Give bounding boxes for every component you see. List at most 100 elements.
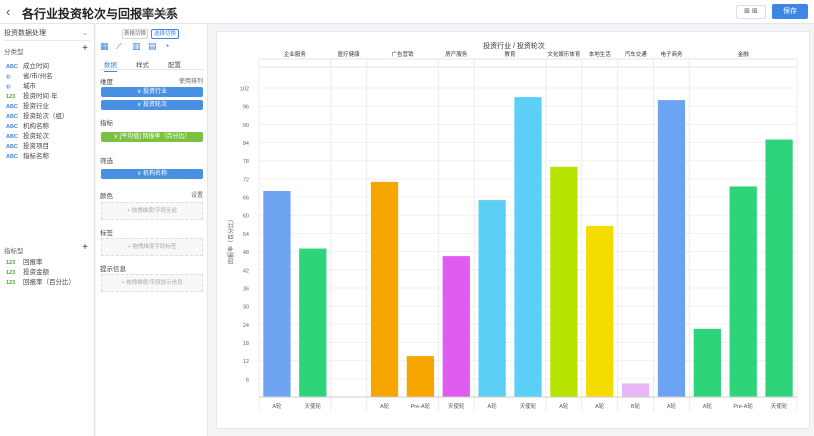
field-type-icon: ABC [6, 104, 18, 110]
x-tick-label: A轮 [380, 402, 390, 410]
y-tick-label: 24 [243, 323, 249, 329]
dimension-field[interactable]: ◍ 城市 [6, 80, 36, 90]
x-tick-label: 天使轮 [771, 402, 788, 410]
dimension-section-title: 分类型 + [4, 43, 88, 56]
field-label: 投资金额 [23, 269, 49, 276]
dimension-field[interactable]: ◍ 省/市/州名 [6, 70, 53, 80]
y-tick-label: 36 [243, 286, 249, 292]
y-tick-label: 18 [243, 341, 249, 347]
label-drop-zone[interactable]: + 拖拽维度字段标签 [101, 238, 203, 256]
dataset-select[interactable]: 投资数据处理 ⌄ [4, 27, 90, 41]
field-type-icon: ABC [6, 64, 18, 70]
measure-field[interactable]: 123 投资金额 [6, 266, 49, 276]
y-axis-label: 回报率（百分比） [227, 216, 235, 264]
dimension-field[interactable]: ABC 机构名称 [6, 120, 49, 130]
dimension-field[interactable]: 123 投资时间·年 [6, 90, 58, 100]
back-icon[interactable]: ‹ [6, 4, 11, 19]
group-header-label: 金融 [738, 50, 750, 58]
tab-style[interactable]: 样式 [136, 62, 149, 69]
filter-label: 筛选 [100, 158, 113, 165]
dimension-pill-industry[interactable]: ∨ 投资行业 [101, 87, 203, 97]
dimension-pill-round[interactable]: ∨ 投资轮次 [101, 100, 203, 110]
tooltip-drop-zone[interactable]: + 拖拽维度/字段提示信息 [101, 274, 203, 292]
dimension-field[interactable]: ABC 指标名称 [6, 150, 49, 160]
field-label: 回报率（百分比） [23, 279, 75, 286]
x-tick-label: A轮 [595, 402, 605, 410]
group-header-label: 汽车交通 [625, 50, 648, 58]
table-chart-icon[interactable]: ▦ [100, 41, 109, 51]
bar [586, 225, 614, 397]
x-tick-label: A轮 [559, 402, 569, 410]
tab-config[interactable]: 配置 [168, 62, 181, 69]
measure-field[interactable]: 123 回报率 [6, 256, 43, 266]
x-tick-label: B轮 [631, 402, 641, 410]
y-tick-label: 96 [243, 105, 249, 111]
group-header-label: 文化娱乐体育 [547, 50, 581, 58]
bar [621, 383, 650, 397]
metric-label: 指标 [100, 120, 113, 127]
layout-toggle-button[interactable]: ⊞ ⊞ [736, 5, 766, 19]
bar-chart-icon[interactable]: ▥ [132, 41, 141, 51]
y-tick-label: 84 [243, 141, 249, 147]
y-tick-label: 48 [243, 250, 249, 256]
y-tick-label: 54 [243, 232, 249, 238]
field-label: 投资项目 [23, 143, 49, 150]
group-header-label: 本地生活 [589, 50, 612, 58]
chart-title: 投资行业 / 投资轮次 [483, 41, 545, 50]
measure-field[interactable]: 123 回报率（百分比） [6, 276, 75, 286]
stacked-bar-icon[interactable]: ▤ [148, 41, 157, 51]
field-label: 投资行业 [23, 103, 49, 110]
dimension-field[interactable]: ABC 投资行业 [6, 100, 49, 110]
bar-chart: 投资行业 / 投资轮次 6 12 18 24 30 36 42 48 54 60 66 72 78 84 90… [227, 41, 798, 411]
filter-pill[interactable]: ∨ 机构名称 [101, 169, 203, 179]
field-type-icon: 123 [6, 94, 16, 100]
bar [406, 356, 435, 397]
field-panel: 投资数据处理 ⌄ 分类型 + ABC 成立时间 ◍ 省/市/州名 ◍ 城市 123 投资时间·… [0, 24, 95, 436]
bar [693, 328, 721, 397]
table-switch-button[interactable]: 表格切换 [122, 29, 148, 39]
y-tick-label: 12 [243, 359, 249, 365]
x-tick-label: A轮 [667, 402, 677, 410]
y-tick-label: 30 [243, 305, 249, 311]
field-label: 投资时间·年 [23, 93, 58, 100]
add-measure-icon[interactable]: + [82, 242, 88, 253]
page-title: 各行业投资轮次与回报率关系 [22, 7, 179, 21]
field-type-icon: 123 [6, 270, 16, 276]
group-header-label: 教育 [505, 50, 517, 58]
x-tick-label: 天使轮 [448, 402, 465, 410]
metric-pill[interactable]: ∨ [平均值] 回报率（百分比） [101, 132, 203, 142]
dimension-field[interactable]: ABC 投资轮次（组） [6, 110, 69, 120]
save-button[interactable]: 保存 [772, 4, 808, 19]
dimension-field[interactable]: ABC 投资轮次 [6, 130, 49, 140]
color-setting-link[interactable]: 设置 [190, 193, 203, 199]
bar [657, 100, 686, 397]
label-label: 标签 [100, 230, 113, 237]
bar [550, 166, 578, 397]
line-chart-icon[interactable]: ⟋ [116, 41, 123, 51]
field-type-icon: ABC [6, 114, 18, 120]
color-drop-zone[interactable]: + 拖拽维度/字段至此 [101, 202, 203, 220]
dimension-field[interactable]: ABC 投资项目 [6, 140, 49, 150]
config-panel: 表格切换 选择切换 ▦ ⟋ ▥ ▤ ◔ 数据 样式 配置 维度 使用排列 ∨ 投… [96, 24, 208, 436]
add-dimension-icon[interactable]: + [82, 43, 88, 54]
dimension-field[interactable]: ABC 成立时间 [6, 60, 49, 70]
x-tick-label: A轮 [703, 402, 713, 410]
field-label: 回报率 [23, 259, 43, 266]
use-sort-link[interactable]: 使用排列 [178, 79, 203, 85]
description-placeholder[interactable]: 请输入描述 [140, 10, 175, 17]
measure-section-title: 指标型 + [4, 242, 88, 255]
field-label: 指标名称 [23, 153, 49, 160]
pie-chart-icon[interactable]: ◔ [164, 41, 170, 51]
group-header-label: 广告营销 [391, 50, 414, 58]
y-tick-label: 66 [243, 196, 249, 202]
field-label: 投资轮次（组） [23, 113, 69, 120]
bar [729, 186, 757, 397]
field-label: 城市 [23, 83, 36, 90]
globe-icon: ◍ [6, 74, 11, 80]
x-tick-label: A轮 [272, 402, 282, 410]
field-type-icon: 123 [6, 280, 16, 286]
select-switch-button[interactable]: 选择切换 [151, 29, 179, 39]
bar [442, 256, 470, 397]
tab-data[interactable]: 数据 [104, 59, 117, 72]
x-tick-label: A轮 [488, 402, 498, 410]
